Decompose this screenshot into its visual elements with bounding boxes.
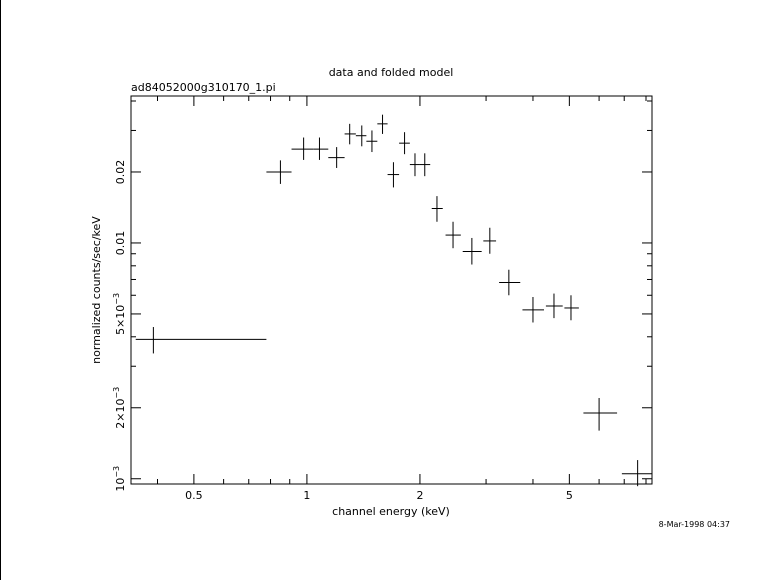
data-point [399,132,410,155]
x-axis-ticks [157,96,647,484]
data-point [313,137,329,160]
data-point [377,114,388,134]
data-point [483,227,497,254]
data-point [328,147,345,168]
data-point [291,137,314,160]
data-point [499,269,521,296]
y-tick-label: 0.02 [114,160,127,185]
data-point [355,125,367,147]
y-axis-title: normalized counts/sec/keV [90,216,103,364]
data-point [344,123,356,145]
y-tick-label: 10−3 [112,466,127,492]
x-tick-label: 0.5 [185,489,203,502]
data-point [545,293,563,319]
data-point [266,160,292,184]
data-point [366,130,378,153]
chart-subtitle: ad84052000g310170_1.pi [131,81,276,94]
plot-frame [130,95,653,485]
y-tick-label: 2×10−3 [112,387,127,429]
data-point [462,237,482,265]
chart-title: data and folded model [329,66,454,79]
data-point [135,327,267,354]
data-point [445,221,461,249]
y-tick-label: 0.01 [114,231,127,256]
data-point [564,295,579,321]
data-point [431,196,443,222]
y-axis-tick-labels: 10−3 2×10−3 5×10−3 0.01 0.02 [112,160,127,492]
x-tick-label: 5 [566,489,573,502]
y-tick-label: 5×10−3 [112,293,127,335]
data-point [419,153,431,177]
x-axis-tick-labels: 0.5 1 2 5 [185,489,573,502]
data-points [135,114,652,487]
x-axis-title: channel energy (keV) [332,505,450,518]
x-tick-label: 2 [416,489,423,502]
data-point [409,153,420,177]
data-point [583,398,618,431]
data-point [621,460,652,487]
y-axis-ticks [131,100,652,480]
data-point [387,162,400,188]
x-tick-label: 1 [303,489,310,502]
data-point [522,296,545,323]
timestamp: 8-Mar-1998 04:37 [659,520,730,529]
